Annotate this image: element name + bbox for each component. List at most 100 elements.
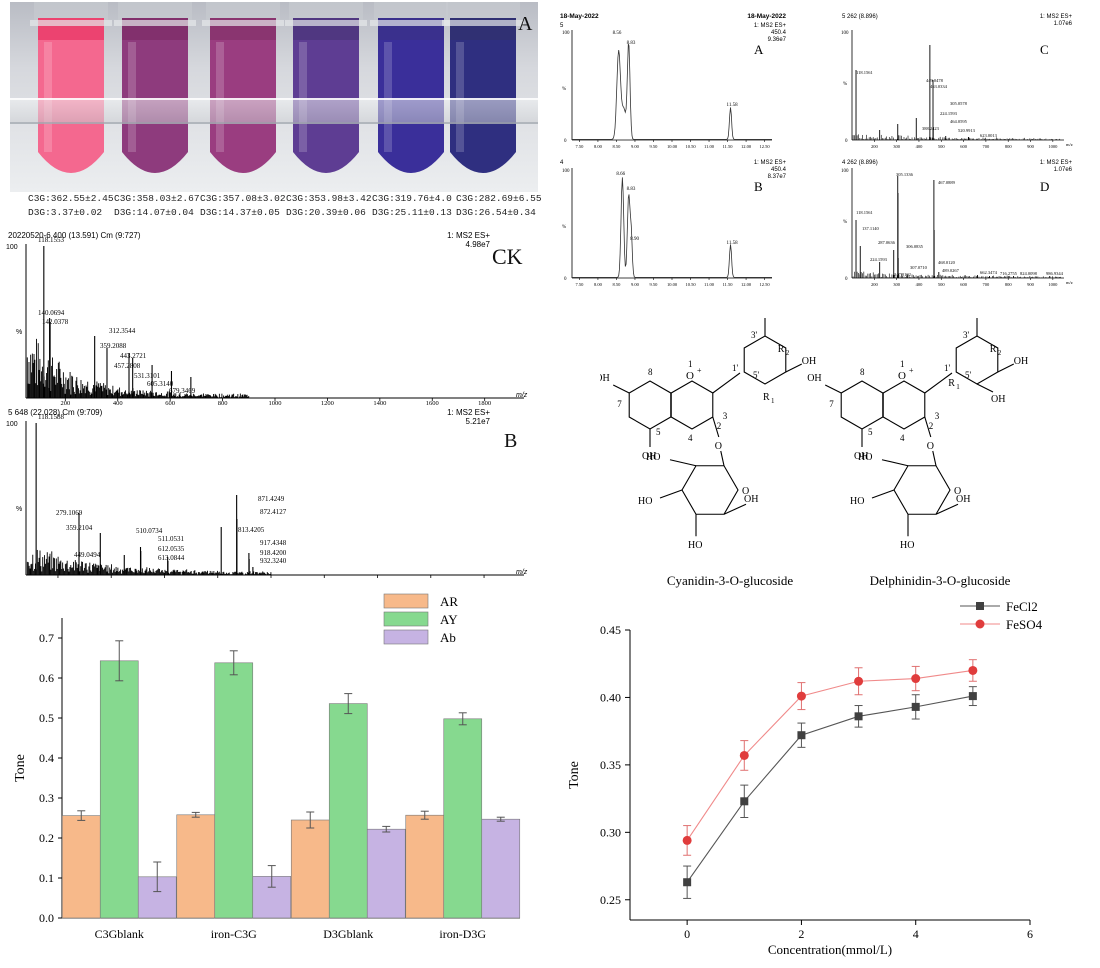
bond-3-o [712, 416, 720, 438]
atom-number: 5 [868, 427, 873, 437]
bar-x-tick-label: D3Gblank [323, 927, 373, 941]
b-peak-label: 871.4249 [258, 495, 285, 503]
oh-label: HO [688, 540, 702, 551]
atom-number: 4 [900, 433, 905, 443]
ms-d-header: 4 262 (8.896) [842, 160, 878, 166]
tube-caption-c3g: C3G:353.98±3.42 [286, 193, 372, 204]
tube-glass-top [446, 2, 520, 20]
r-subscript: 1 [771, 397, 775, 405]
tube-highlight [216, 42, 224, 152]
atom-number: 3' [963, 330, 970, 340]
tube-caption-c3g: C3G:282.69±6.55 [456, 193, 542, 204]
atom-number: 8 [648, 367, 653, 377]
chrom-a-mass: 450.4 [771, 30, 787, 36]
b-peak-label: 359.2104 [66, 524, 93, 532]
atom-number: 1' [944, 363, 951, 373]
chrom-y-pct: % [562, 225, 566, 230]
b-header-right: 1: MS2 ES+ [447, 408, 490, 417]
oh-label: OH [991, 394, 1005, 405]
ms-x-tick-label: 300 [893, 282, 901, 287]
b-intensity: 5.21e7 [466, 417, 491, 426]
ms-d-ms: 1: MS2 ES+ [1040, 160, 1073, 166]
tube-glass-top [118, 2, 192, 20]
ck-y-zero: % [16, 329, 22, 336]
glycoside-oxygen: O [927, 441, 934, 452]
atom-number: 2 [717, 421, 722, 431]
ms-peak-label: 347.0102 [894, 272, 911, 277]
ring-a [628, 380, 672, 430]
legend-label: Ab [440, 630, 456, 645]
tube-rim [285, 20, 367, 26]
legend-label: AY [440, 612, 458, 627]
chrom-a-intensity: 9.36e7 [768, 37, 787, 43]
bar-chart-panel: 0.0 0.1 0.2 0.3 0.4 0.5 0.6 0.7 Tone C3Gblank iron… [0, 588, 540, 963]
b-peak-label: 510.0734 [136, 527, 163, 535]
oh-label: OH [744, 494, 758, 505]
point-fecl2 [854, 712, 863, 721]
ring-oxygen: O [898, 370, 906, 382]
line-y-tick-label: 0.40 [600, 690, 621, 704]
ring-c [882, 380, 926, 430]
glucose-oxygen: O [742, 486, 749, 497]
ms-x-tick-label: 700 [983, 282, 991, 287]
r-group: R [778, 344, 785, 355]
ck-x-label: m/z [516, 392, 528, 399]
r-subscript: 1 [956, 383, 960, 391]
chrom-y-pct: % [562, 87, 566, 92]
atom-number: 5' [753, 370, 760, 380]
cyanidin-name: Cyanidin-3-O-glucoside [667, 573, 794, 588]
chrom-peak-label: 11.58 [727, 103, 739, 108]
b-label: B [504, 430, 517, 452]
point-feso4 [796, 691, 806, 701]
bar-ab [366, 828, 406, 919]
bar-ar [405, 814, 445, 919]
ms-peak-label: 467.0889 [938, 180, 956, 185]
chromatogram-panel: 18-May-2022 18-May-2022 5 1: MS2 ES+ 450… [558, 8, 788, 293]
glycoside-oxygen: O [715, 441, 722, 452]
ms-peak-label: 305.1336 [896, 172, 914, 177]
tube-caption-d3g: D3G:25.11±0.13 [372, 207, 452, 218]
ms-peak-label: 716.2755 [1000, 271, 1018, 276]
b-peak-label: 917.4348 [260, 539, 287, 547]
tube-caption-d3g: D3G:26.54±0.34 [456, 207, 536, 218]
ck-x-tick-label: 1600 [426, 400, 439, 406]
chrom-x-tick-label: 7.50 [575, 144, 584, 149]
ms-x-tick-label: 300 [893, 144, 901, 149]
tube-photo-panel: A [10, 2, 538, 192]
bar-x-tick-label: C3Gblank [95, 927, 144, 941]
ck-x-tick-label: 1400 [373, 400, 386, 406]
ms-x-tick-label: 400 [916, 144, 924, 149]
bar-x-tick-label: iron-C3G [211, 927, 257, 941]
b-peak-label: 813.4205 [238, 526, 265, 534]
glucose-oxygen: O [954, 486, 961, 497]
point-feso4 [739, 750, 749, 760]
tube-glass-top [206, 2, 280, 20]
r-group: R [990, 344, 997, 355]
chrom-x-tick-label: 12.00 [741, 282, 752, 287]
b-header-left: 5 648 (22.028) Cm (9:709) [8, 408, 103, 417]
tube-rim [114, 20, 196, 26]
oh-label: HO [646, 452, 660, 463]
tube-caption-c3g: C3G:362.55±2.45 [28, 193, 114, 204]
spectrum-b-panel: 5 648 (22.028) Cm (9:709) 1: MS2 ES+ 5.2… [4, 405, 534, 580]
point-fecl2 [911, 702, 920, 711]
ms-peak-label: 449.0478 [926, 78, 944, 83]
b-x-label: m/z [516, 569, 528, 576]
rack-bar-line [10, 98, 538, 100]
ck-y-top: 100 [6, 244, 18, 251]
ms-y-pct: % [843, 220, 847, 225]
spectrum-b: 5 648 (22.028) Cm (9:709) 1: MS2 ES+ 5.2… [4, 405, 534, 580]
chrom-x-tick-label: 11.50 [723, 282, 734, 287]
tube-highlight [384, 42, 392, 152]
ck-x-tick-label: 600 [165, 400, 175, 406]
line-y-tick-label: 0.30 [600, 825, 621, 839]
ck-peak-label: 531.3101 [134, 372, 161, 380]
ms-y-zero: 0 [845, 139, 848, 144]
chrom-x-tick-label: 10.00 [667, 144, 678, 149]
legend-marker [976, 602, 984, 610]
ck-intensity: 4.98e7 [466, 240, 491, 249]
b-peak-label: 918.4200 [260, 549, 287, 557]
rack-bar-line [10, 122, 538, 124]
bar-y-tick-label: 0.6 [39, 671, 54, 685]
